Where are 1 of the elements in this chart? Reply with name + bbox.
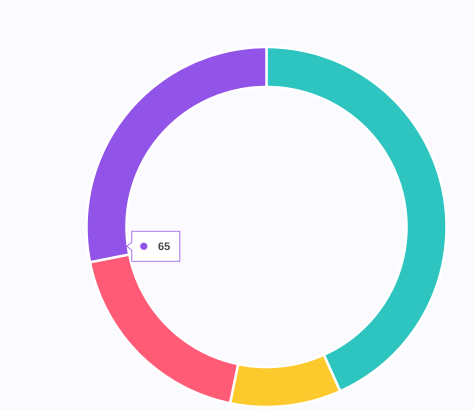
data-label: 65 — [158, 242, 170, 250]
